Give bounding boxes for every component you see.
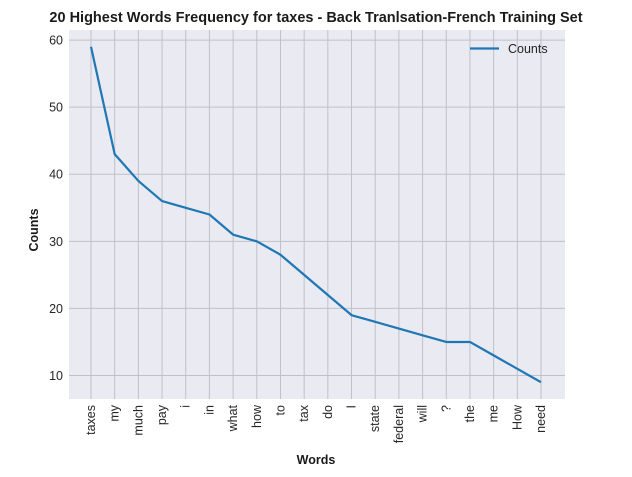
grid-lines: [69, 30, 565, 399]
x-tick-label: tax: [297, 404, 311, 421]
x-tick-label: the: [463, 405, 477, 422]
x-tick-label: much: [131, 405, 145, 436]
x-tick-label: pay: [155, 404, 169, 425]
y-axis-ticks: 10 20 30 40 50 60: [49, 34, 63, 383]
plot-area: [69, 30, 565, 399]
x-tick-label: I: [345, 405, 359, 408]
x-tick-label: in: [202, 405, 216, 415]
y-tick-label: 40: [49, 168, 63, 182]
x-tick-label: federal: [392, 405, 406, 443]
y-axis-label: Counts: [27, 208, 41, 251]
series-layer: [89, 46, 542, 384]
series-line-counts: [89, 46, 542, 384]
x-tick-label: taxes: [84, 405, 98, 435]
y-tick-label: 60: [49, 34, 63, 48]
chart-title: 20 Highest Words Frequency for taxes - B…: [49, 10, 582, 26]
y-tick-label: 30: [49, 235, 63, 249]
x-tick-label: ?: [439, 405, 453, 412]
x-tick-label: to: [273, 405, 287, 415]
y-tick-label: 50: [49, 101, 63, 115]
x-tick-label: my: [108, 404, 122, 421]
x-tick-label: need: [534, 405, 548, 433]
x-tick-label: i: [179, 405, 193, 408]
x-axis-label: Words: [297, 453, 336, 467]
x-tick-label: what: [226, 404, 240, 432]
x-tick-label: do: [321, 405, 335, 419]
x-tick-label: state: [368, 405, 382, 432]
x-tick-label: will: [416, 405, 430, 423]
legend: Counts: [470, 42, 548, 56]
x-tick-label: how: [250, 404, 264, 428]
y-tick-label: 20: [49, 302, 63, 316]
legend-label: Counts: [508, 42, 548, 56]
x-tick-label: How: [510, 404, 524, 430]
y-tick-label: 10: [49, 369, 63, 383]
x-tick-label: me: [487, 405, 501, 422]
